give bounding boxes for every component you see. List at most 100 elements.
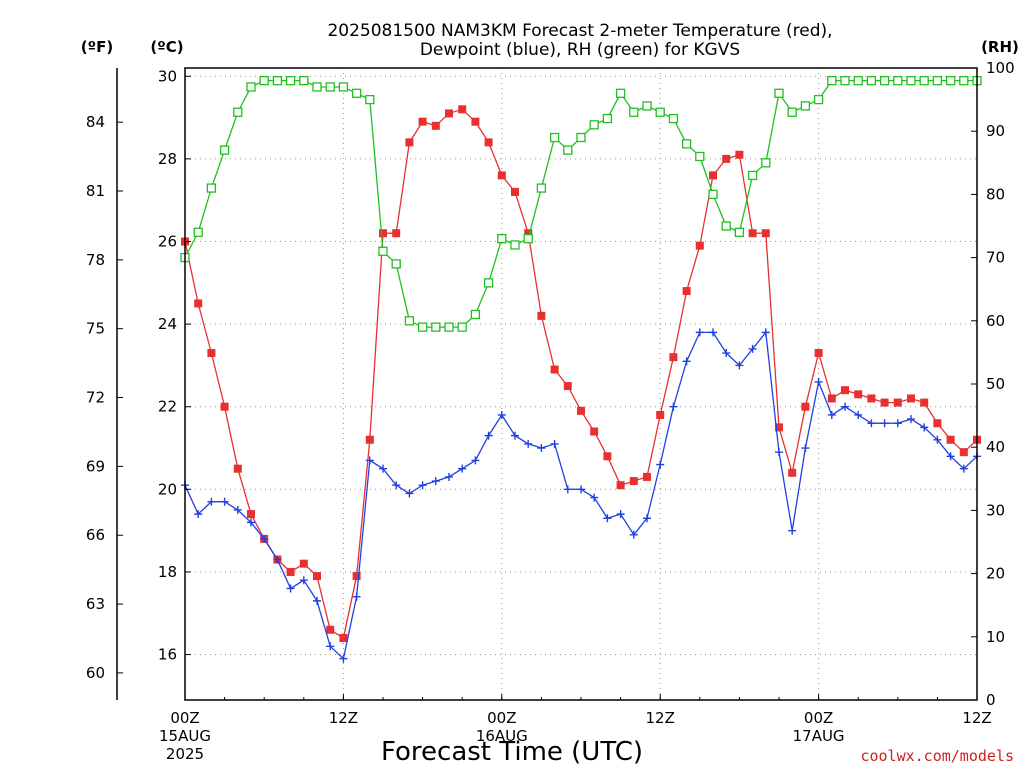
celsius-tick-label: 28: [158, 150, 177, 168]
dewpoint-point: [365, 456, 374, 465]
rh-point: [483, 278, 494, 288]
time-tick-label: 00Z: [487, 709, 516, 727]
dewpoint-point: [735, 361, 744, 370]
temperature-point: [379, 229, 387, 238]
temperature-point: [577, 406, 585, 415]
temperature-point: [484, 138, 493, 147]
temperature-point: [365, 435, 374, 444]
fahrenheit-unit-label: (ºF): [81, 38, 113, 56]
series-rh-open-square: [180, 75, 982, 332]
rh-point: [299, 75, 309, 86]
temperature-point: [590, 427, 599, 436]
rh-tick-label: 100: [986, 59, 1015, 77]
dewpoint-point: [643, 514, 651, 523]
plot-frame: [184, 67, 978, 701]
series-line: [184, 108, 978, 640]
rh-point: [457, 322, 467, 332]
rh-point: [800, 101, 811, 111]
temperature-point: [920, 398, 929, 407]
rh-point: [866, 75, 877, 86]
tick-labels: 16 18 20 22 24 26 28 30 60 63 66 69 72 75 78 81 84 0 10 20 3…: [86, 59, 1015, 763]
rh-point: [747, 170, 758, 181]
rh-point: [312, 82, 322, 92]
rh-point: [787, 107, 797, 117]
dewpoint-point: [220, 497, 229, 506]
rh-point: [668, 113, 679, 124]
temperature-point: [907, 394, 915, 403]
rh-point: [629, 107, 639, 117]
rh-point: [497, 233, 507, 244]
rh-point: [549, 132, 560, 143]
time-tick-label: 12Z: [646, 709, 675, 727]
dewpoint-point: [722, 349, 731, 358]
temperature-point: [194, 299, 203, 308]
dewpoint-point: [788, 526, 797, 535]
temperature-point: [761, 229, 770, 238]
temperature-point: [405, 138, 414, 147]
dewpoint-point: [563, 485, 572, 494]
rh-point: [576, 132, 586, 143]
temperature-point: [537, 311, 546, 320]
dewpoint-point: [339, 654, 348, 663]
rh-point: [959, 75, 969, 86]
temperature-point: [959, 448, 968, 457]
temperature-point: [933, 419, 942, 428]
rh-tick-label: 20: [986, 565, 1005, 583]
rh-point: [338, 82, 349, 92]
temperature-point: [431, 121, 440, 130]
dewpoint-point: [920, 423, 929, 432]
rh-tick-label: 10: [986, 628, 1005, 646]
time-tick-label: 2025: [166, 745, 204, 763]
rh-point: [615, 88, 626, 98]
temperature-point: [722, 154, 731, 163]
time-tick-label: 00Z: [170, 709, 199, 727]
x-axis-label: Forecast Time (UTC): [381, 737, 643, 767]
rh-tick-label: 0: [986, 691, 996, 709]
temperature-point: [458, 105, 467, 114]
temperature-point: [656, 410, 665, 419]
temperature-point: [616, 481, 625, 490]
temperature-point: [735, 150, 744, 159]
rh-point: [642, 101, 652, 111]
dewpoint-point: [814, 377, 823, 386]
temperature-point: [339, 634, 348, 643]
rh-point: [589, 120, 599, 130]
dewpoint-point: [695, 328, 704, 337]
temperature-point: [788, 468, 797, 477]
rh-point: [470, 309, 481, 320]
dewpoint-point: [933, 435, 942, 444]
fahrenheit-tick-label: 63: [86, 595, 105, 613]
dewpoint-point: [352, 592, 361, 601]
time-tick-label: 00Z: [804, 709, 833, 727]
celsius-tick-label: 16: [158, 646, 177, 664]
temperature-point: [695, 241, 704, 250]
dewpoint-point: [247, 518, 255, 527]
rh-point: [774, 88, 784, 98]
dewpoint-point: [709, 328, 717, 337]
dewpoint-point: [893, 419, 902, 428]
rh-tick-label: 40: [986, 438, 1005, 456]
rh-tick-label: 90: [986, 122, 1005, 140]
rh-point: [827, 75, 837, 86]
dewpoint-point: [326, 642, 335, 651]
temperature-point: [854, 390, 863, 399]
dewpoint-point: [194, 510, 203, 519]
rh-point: [391, 259, 401, 269]
dewpoint-point: [207, 497, 216, 506]
rh-point: [259, 75, 269, 86]
temperature-point: [669, 353, 678, 362]
dewpoint-point: [748, 344, 757, 353]
temperature-point: [471, 117, 480, 126]
rh-point: [510, 240, 520, 250]
rh-point: [325, 82, 335, 92]
rh-point: [444, 322, 454, 332]
series-celsius-plus: [181, 328, 981, 663]
dewpoint-point: [959, 464, 968, 473]
rh-point: [813, 94, 824, 105]
dewpoint-point: [854, 410, 863, 419]
rh-point: [681, 139, 692, 149]
temperature-point: [313, 572, 321, 581]
rh-point: [285, 75, 296, 86]
rh-point: [602, 113, 613, 124]
dewpoint-point: [405, 489, 414, 498]
